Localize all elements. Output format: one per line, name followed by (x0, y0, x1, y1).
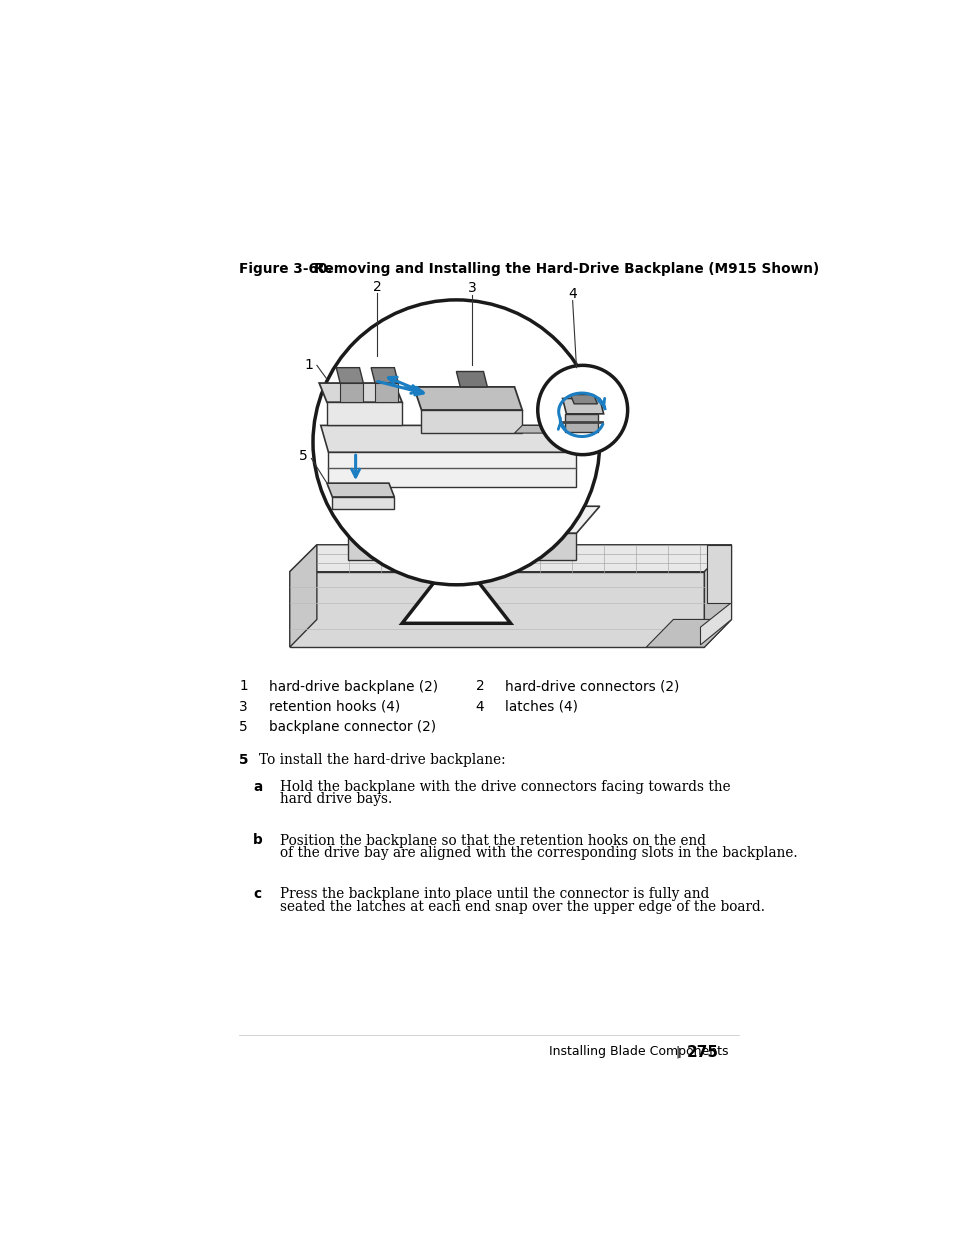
Polygon shape (564, 414, 598, 431)
Polygon shape (514, 425, 576, 433)
Polygon shape (371, 506, 414, 534)
Polygon shape (456, 372, 487, 387)
Polygon shape (402, 579, 510, 624)
Text: seated the latches at each end snap over the upper edge of the board.: seated the latches at each end snap over… (279, 900, 764, 914)
Text: retention hooks (4): retention hooks (4) (269, 699, 399, 714)
Polygon shape (290, 572, 703, 647)
Text: c: c (253, 888, 261, 902)
Polygon shape (645, 620, 731, 647)
Polygon shape (327, 483, 394, 496)
Text: backplane connector (2): backplane connector (2) (269, 720, 436, 734)
Polygon shape (332, 496, 394, 509)
Text: Hold the backplane with the drive connectors facing towards the: Hold the backplane with the drive connec… (279, 779, 730, 794)
Text: 2: 2 (373, 280, 381, 294)
Text: |: | (674, 1045, 679, 1058)
Text: latches (4): latches (4) (505, 699, 578, 714)
Polygon shape (421, 410, 521, 433)
Text: Press the backplane into place until the connector is fully and: Press the backplane into place until the… (279, 888, 708, 902)
Polygon shape (414, 387, 521, 410)
Text: 3: 3 (239, 699, 248, 714)
Polygon shape (328, 452, 576, 487)
Text: b: b (253, 834, 263, 847)
Text: 5: 5 (239, 720, 248, 734)
Text: 5: 5 (299, 450, 308, 463)
Polygon shape (327, 403, 402, 425)
Polygon shape (562, 399, 603, 414)
Polygon shape (320, 425, 576, 452)
Circle shape (313, 300, 599, 585)
Text: 4: 4 (476, 699, 484, 714)
Polygon shape (348, 506, 599, 534)
Text: Installing Blade Components: Installing Blade Components (549, 1045, 728, 1058)
Text: 4: 4 (568, 288, 577, 301)
Text: To install the hard-drive backplane:: To install the hard-drive backplane: (258, 752, 505, 767)
Text: hard-drive backplane (2): hard-drive backplane (2) (269, 679, 437, 694)
Polygon shape (700, 603, 731, 645)
Text: hard drive bays.: hard drive bays. (279, 792, 392, 806)
Polygon shape (348, 534, 576, 561)
Polygon shape (290, 545, 316, 647)
Polygon shape (703, 545, 731, 647)
Polygon shape (375, 383, 397, 403)
Text: 3: 3 (467, 282, 476, 295)
Polygon shape (290, 545, 731, 572)
Text: of the drive bay are aligned with the corresponding slots in the backplane.: of the drive bay are aligned with the co… (279, 846, 797, 860)
Text: 1: 1 (239, 679, 248, 694)
Polygon shape (371, 490, 414, 506)
Polygon shape (371, 368, 397, 383)
Polygon shape (319, 383, 402, 403)
Text: Figure 3-60.: Figure 3-60. (239, 262, 333, 277)
Text: hard-drive connectors (2): hard-drive connectors (2) (505, 679, 679, 694)
Text: Position the backplane so that the retention hooks on the end: Position the backplane so that the reten… (279, 834, 705, 847)
Text: Removing and Installing the Hard-Drive Backplane (M915 Shown): Removing and Installing the Hard-Drive B… (294, 262, 819, 277)
Text: 1: 1 (304, 358, 314, 372)
Polygon shape (707, 545, 731, 585)
Text: 5: 5 (239, 752, 249, 767)
Polygon shape (340, 383, 363, 403)
Circle shape (537, 366, 627, 454)
Polygon shape (335, 368, 363, 383)
Text: 2: 2 (476, 679, 484, 694)
Polygon shape (570, 395, 597, 404)
Polygon shape (706, 545, 731, 603)
Text: 275: 275 (686, 1045, 718, 1061)
Text: a: a (253, 779, 262, 794)
